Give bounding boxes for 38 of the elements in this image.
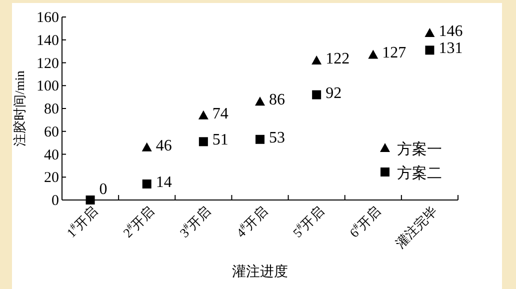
data-label: 46	[156, 137, 172, 154]
point	[368, 50, 378, 59]
point	[142, 179, 152, 188]
data-label: 53	[269, 129, 285, 146]
y-tick-label: 80	[44, 102, 59, 118]
data-label: 127	[382, 44, 406, 62]
y-axis-title: 注胶时间/min	[12, 70, 27, 146]
data-label: 122	[326, 50, 350, 68]
y-tick-label: 160	[36, 10, 59, 26]
y-tick-label: 40	[44, 147, 59, 164]
y-tick-label: 140	[36, 32, 59, 49]
data-label: 74	[212, 105, 228, 122]
data-label: 92	[326, 84, 342, 102]
point	[425, 46, 434, 55]
legend-label: 方案二	[397, 165, 442, 182]
y-tick-label: 0	[52, 193, 59, 209]
x-tick-label: 灌注完毕	[392, 204, 440, 251]
point	[142, 142, 152, 152]
point	[198, 110, 208, 120]
y-tick-label: 100	[36, 78, 59, 95]
point	[86, 196, 95, 204]
point	[198, 137, 208, 146]
point	[312, 55, 322, 64]
data-label: 146	[438, 23, 463, 40]
y-tick-label: 20	[44, 170, 59, 186]
data-label: 51	[212, 132, 228, 149]
y-tick-label: 120	[36, 56, 59, 72]
data-label: 86	[269, 92, 285, 109]
x-axis-title: 灌注进度	[232, 264, 288, 280]
data-label: 0	[99, 181, 108, 198]
data-label: 14	[156, 174, 172, 191]
point	[256, 134, 264, 144]
data-label: 131	[438, 40, 463, 58]
point	[255, 96, 265, 106]
y-tick-label: 60	[44, 124, 59, 140]
point	[424, 28, 435, 38]
legend-label: 方案一	[397, 141, 442, 158]
point	[312, 90, 322, 100]
